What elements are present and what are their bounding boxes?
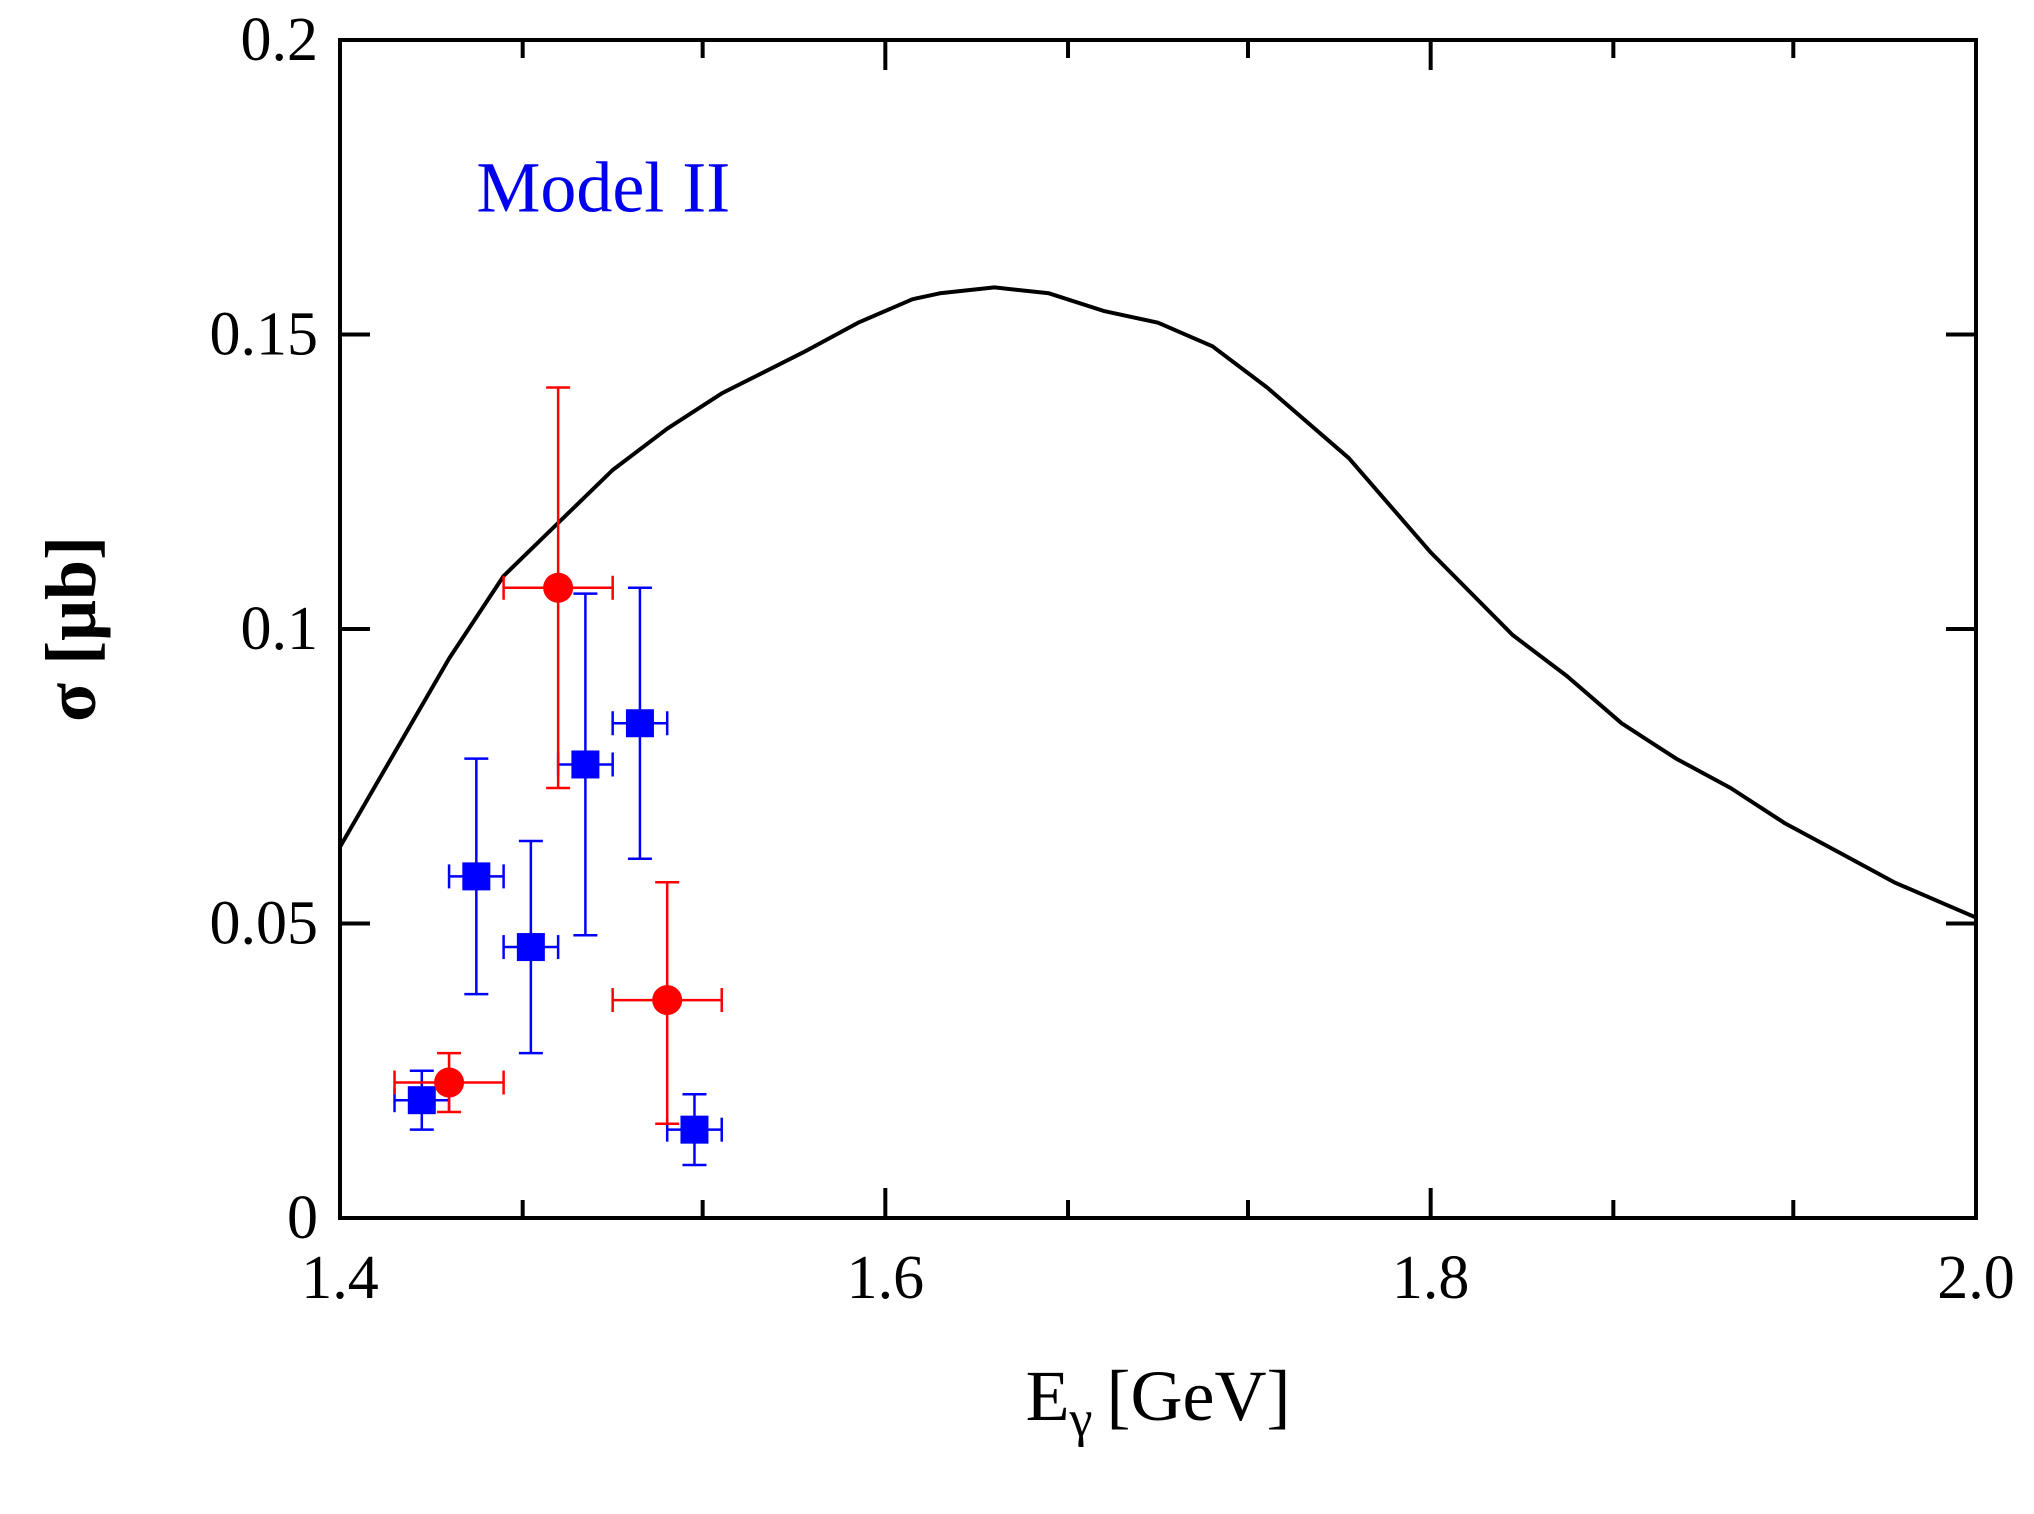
- model-annotation: Model II: [476, 147, 730, 227]
- circle-marker: [434, 1067, 465, 1098]
- x-tick-label: 1.6: [847, 1244, 925, 1312]
- x-axis-title-symbol: E: [1026, 1356, 1070, 1436]
- square-marker: [407, 1086, 436, 1115]
- data-point-square: [447, 757, 505, 996]
- y-axis-title: σ [μb]: [31, 536, 111, 722]
- x-tick-label: 1.8: [1392, 1244, 1470, 1312]
- y-tick-label: 0.2: [241, 6, 319, 74]
- y-tick-label: 0: [287, 1184, 318, 1252]
- circle-marker: [543, 572, 574, 603]
- y-tick-label: 0.1: [241, 595, 319, 663]
- x-axis-title: Eγ [GeV]: [1026, 1356, 1291, 1448]
- circle-marker: [652, 985, 683, 1016]
- data-point-circle: [611, 881, 723, 1126]
- data-point-square: [665, 1093, 723, 1167]
- square-marker: [625, 709, 654, 738]
- axis-ticks-layer: 1.4 1.6 1.8 2.0 0 0.05 0.1 0.15 0.2: [210, 6, 2015, 1312]
- data-point-square: [611, 586, 669, 860]
- square-marker: [571, 750, 600, 779]
- y-tick-label: 0.15: [210, 301, 319, 369]
- x-tick-label: 1.4: [301, 1244, 379, 1312]
- data-point-square: [502, 839, 560, 1055]
- axis-labels-layer: Model II Eγ [GeV] σ [μb]: [31, 147, 1290, 1448]
- square-marker: [462, 862, 491, 891]
- x-tick-label: 2.0: [1937, 1244, 2015, 1312]
- square-marker: [516, 933, 545, 962]
- x-axis-title-subscript: γ: [1069, 1391, 1093, 1448]
- model-curve: [338, 285, 1977, 920]
- data-points-layer: [393, 386, 723, 1167]
- x-axis-title-unit: [GeV]: [1107, 1356, 1291, 1436]
- model-curve-layer: [338, 285, 1977, 920]
- y-tick-label: 0.05: [210, 890, 319, 958]
- square-marker: [680, 1115, 709, 1144]
- data-point-circle: [502, 386, 614, 790]
- data-point-circle: [393, 1051, 505, 1114]
- data-point-square: [556, 592, 614, 937]
